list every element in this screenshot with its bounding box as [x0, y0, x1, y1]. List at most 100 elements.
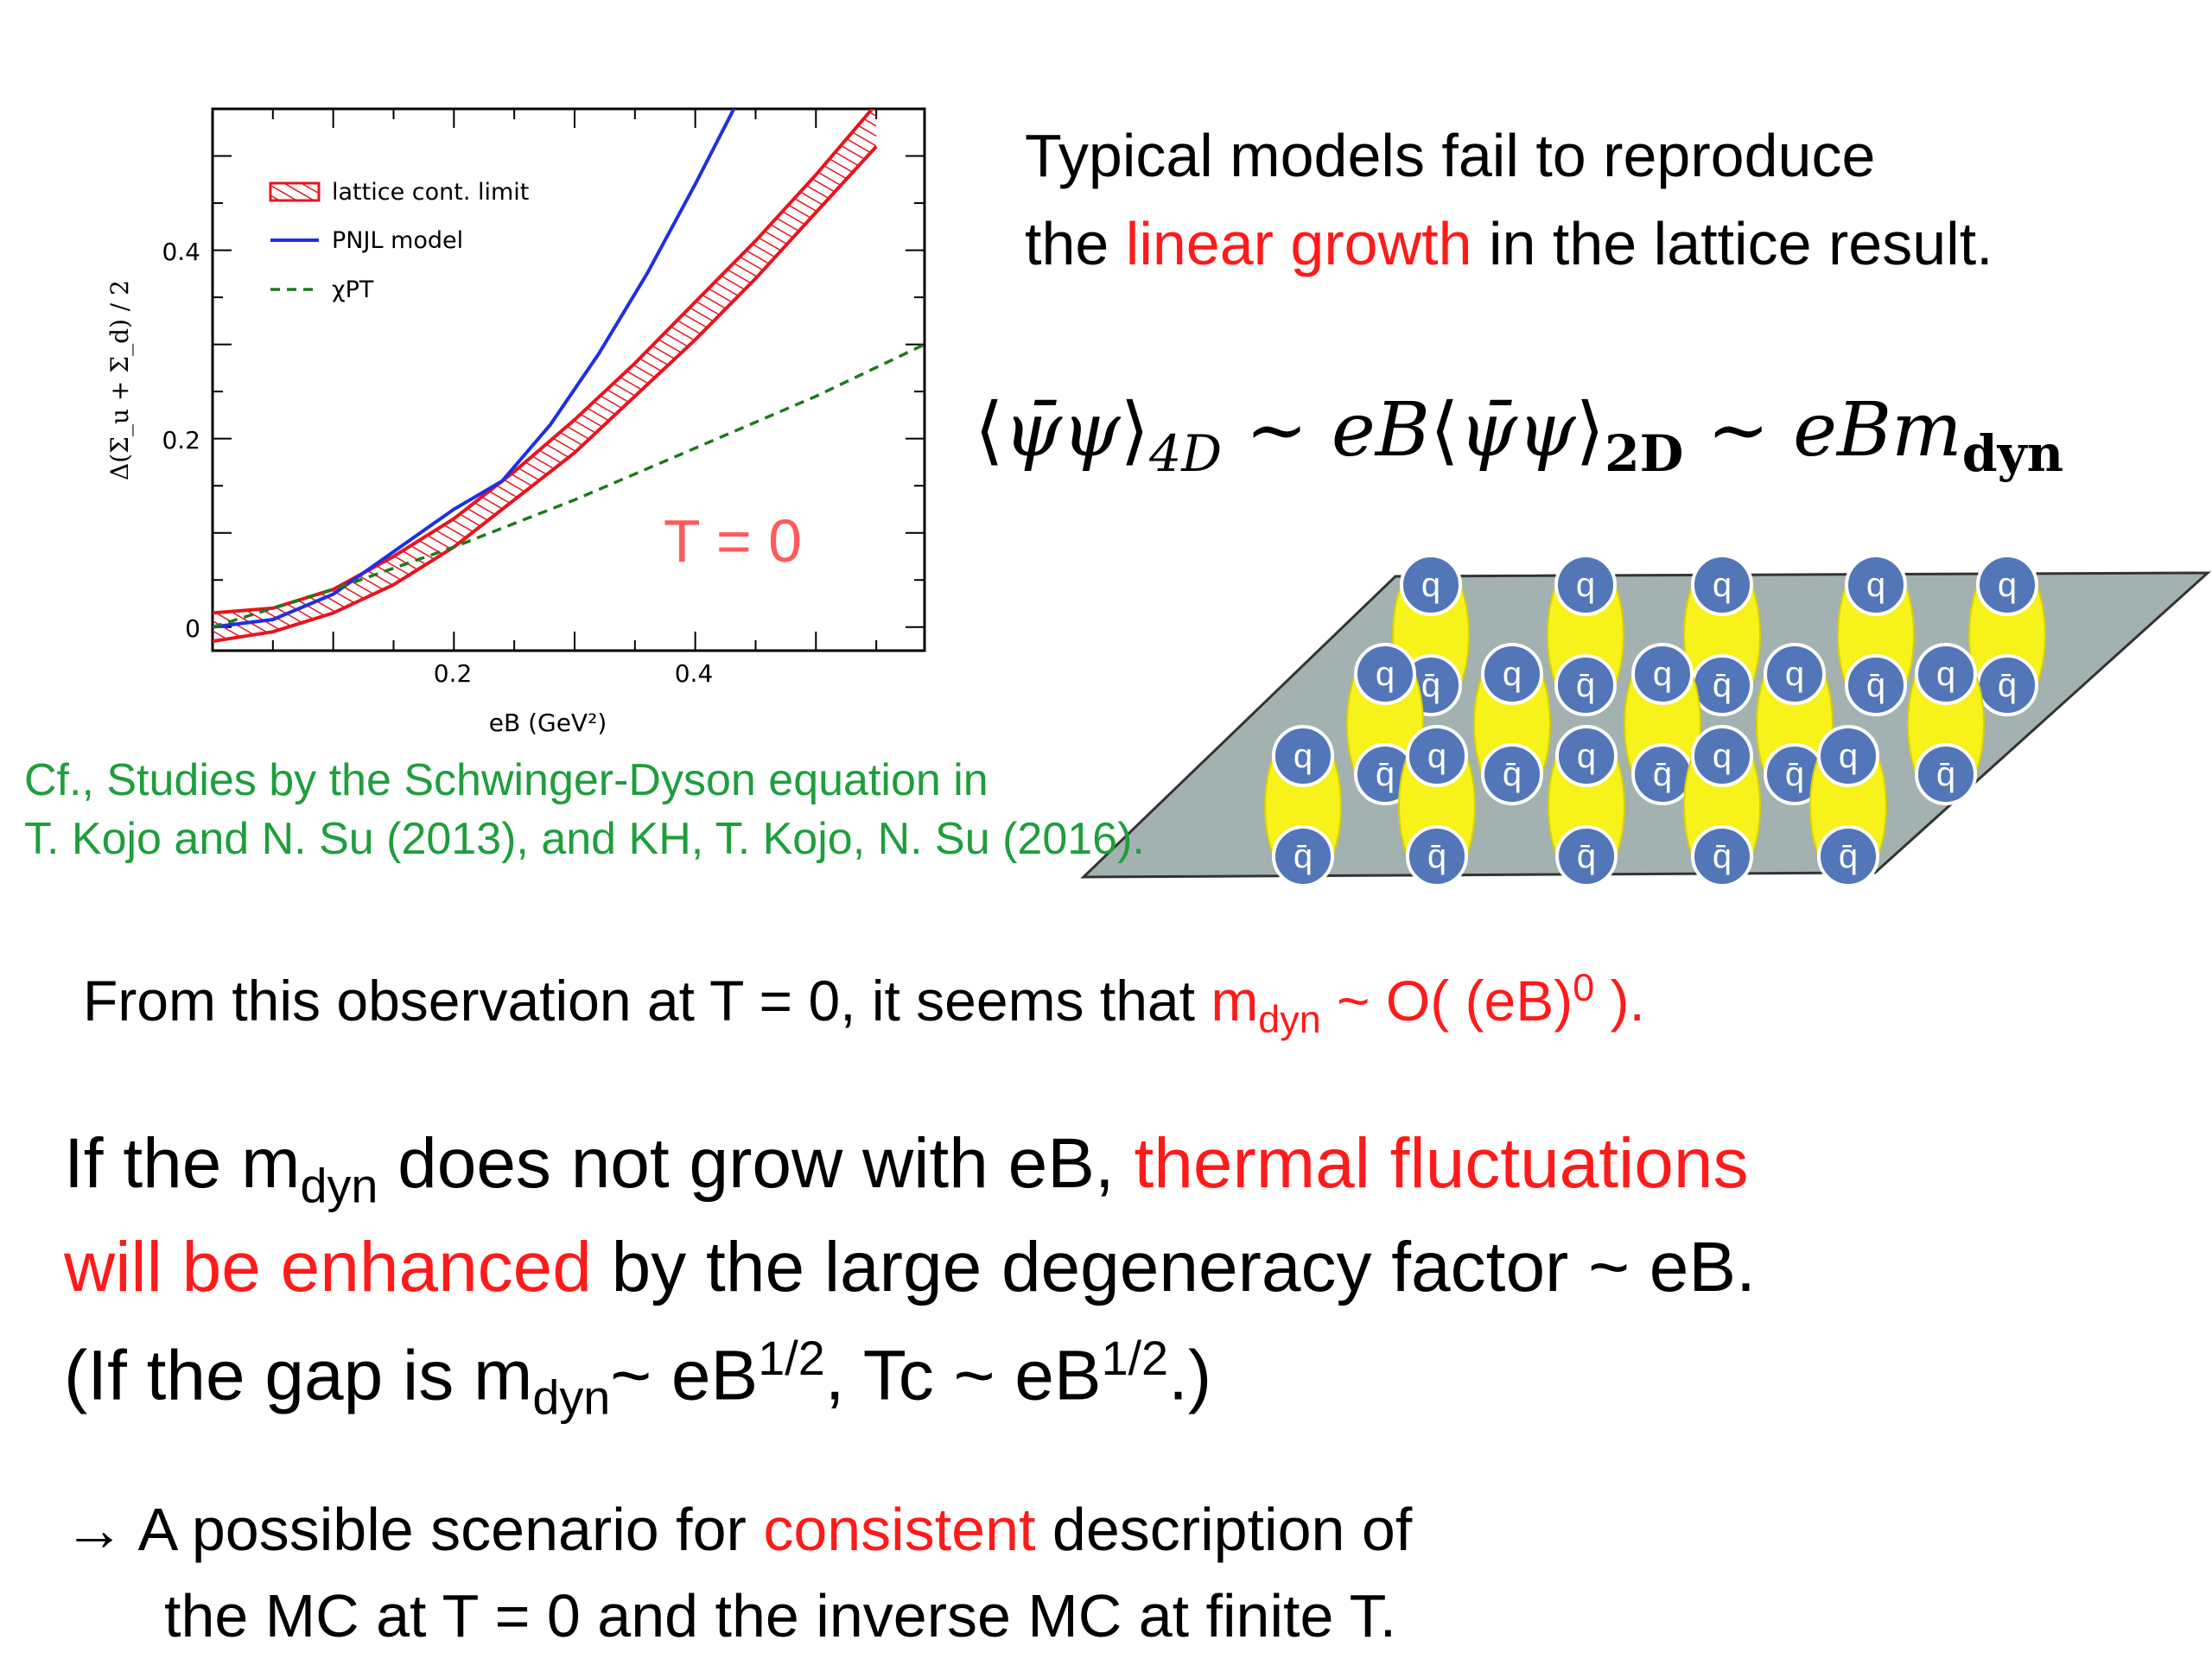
quark-icon-label: q — [1785, 655, 1804, 693]
observation-highlight: mdyn ~ O( (eB)0 ). — [1211, 965, 1645, 1042]
legend-label-lattice: lattice cont. limit — [332, 179, 529, 206]
formula-sub: 4D — [1149, 424, 1223, 484]
gap-sup: 1/2 — [758, 1332, 825, 1385]
antiquark-icon-label: q̄ — [1376, 755, 1395, 793]
quark-icon-circle — [1554, 554, 1617, 616]
antiquark-icon: q̄ — [1272, 825, 1334, 887]
enhancement-line-1: If the mdyn does not grow with eB, therm… — [64, 1123, 1748, 1213]
quark-icon: q — [1406, 725, 1468, 787]
quark-icon: q — [1354, 643, 1416, 705]
scenario-text: the MC at T = 0 and the inverse MC at fi… — [164, 1582, 1397, 1649]
highlight-thermal-fluctuations: thermal fluctuations — [1134, 1124, 1749, 1203]
quark-plane-diagram: qq̄qq̄qq̄qq̄qq̄qq̄qq̄qq̄qq̄qq̄qq̄qq̄qq̄q… — [1080, 554, 2211, 887]
antiquark-icon: q̄ — [1481, 743, 1543, 805]
formula-sub: dyn — [1961, 423, 2064, 484]
quark-icon-circle — [1481, 643, 1543, 705]
intro-text: in the lattice result. — [1471, 210, 1993, 277]
scenario-text: description of — [1035, 1496, 1413, 1563]
scenario-line-1: → A possible scenario for consistent des… — [64, 1495, 1412, 1564]
quark-icon-label: q — [1427, 737, 1446, 775]
intro-line-1: Typical models fail to reproduce — [1025, 121, 1875, 190]
antiquark-icon-circle — [1555, 825, 1618, 887]
formula-eb: eB — [1331, 387, 1430, 474]
antiquark-icon-label: q̄ — [1936, 755, 1955, 793]
quark-icon: q — [1764, 643, 1826, 705]
quark-icon-label: q — [1713, 566, 1732, 604]
quark-icon-circle — [1406, 725, 1468, 787]
citation-text: T. Kojo and N. Su (2013), and KH, T. Koj… — [24, 814, 1145, 864]
quark-icon-circle — [1555, 725, 1618, 787]
quark-icon-circle — [1817, 725, 1879, 787]
quark-icon-label: q — [1503, 655, 1522, 693]
legend-label-chipt: χPT — [332, 276, 374, 303]
quark-icon-circle — [1691, 725, 1753, 787]
quark-icon: q — [1272, 725, 1334, 787]
quark-icon-circle — [1631, 643, 1694, 705]
temperature-annotation: T = 0 — [664, 507, 802, 575]
antiquark-icon-label: q̄ — [1294, 837, 1313, 875]
formula-sim: ~ — [1245, 387, 1308, 474]
formula-mid: eB⟨ψ̄ψ⟩2D — [1331, 387, 1684, 484]
enhancement-text: by the large degeneracy factor ~ eB. — [591, 1228, 1756, 1306]
antiquark-icon: q̄ — [1817, 825, 1879, 887]
quark-icon-circle — [1354, 643, 1416, 705]
tick-marks — [213, 109, 925, 651]
quark-icon-label: q — [1653, 655, 1672, 693]
enhancement-sub: dyn — [300, 1159, 378, 1213]
y-tick-label: 0.4 — [162, 238, 200, 266]
antiquark-icon-label: q̄ — [1839, 837, 1858, 875]
quark-icon-label: q — [1577, 737, 1596, 775]
antiquark-icon-circle — [1481, 743, 1543, 805]
quark-icon-circle — [1400, 554, 1462, 616]
quark-icon-label: q — [1713, 737, 1732, 775]
plot-frame — [211, 107, 926, 652]
antiquark-icon: q̄ — [1691, 654, 1753, 716]
enhancement-line-2: will be enhanced by the large degeneracy… — [64, 1227, 1756, 1308]
quark-icon: q — [1845, 554, 1907, 616]
x-tick-label: 0.2 — [434, 659, 473, 688]
antiquark-icon: q̄ — [1554, 654, 1617, 716]
quark-icon-circle — [1272, 725, 1334, 787]
quark-icon-label: q — [1376, 655, 1395, 693]
antiquark-icon-label: q̄ — [1713, 837, 1732, 875]
observation-line: From this observation at T = 0, it seems… — [83, 965, 1645, 1042]
lattice-chart: 0.2 0.4 0 0.2 0.4 eB (GeV²) Δ(Σ_u + Σ_d)… — [105, 107, 926, 737]
quark-icon: q — [1400, 554, 1462, 616]
quark-icon: q — [1554, 554, 1617, 616]
intro-line-2: the linear growth in the lattice result. — [1025, 209, 1993, 278]
quark-icon-circle — [1976, 554, 2038, 616]
highlight-consistent: consistent — [763, 1496, 1036, 1563]
y-tick-label: 0 — [185, 614, 200, 643]
gap-text: ~ eB — [610, 1336, 759, 1415]
quark-icon: q — [1691, 725, 1753, 787]
gap-line: (If the gap is mdyn~ eB1/2, Tc ~ eB1/2.) — [64, 1331, 1211, 1426]
antiquark-icon-circle — [1406, 825, 1468, 887]
quark-icon-label: q — [1839, 737, 1858, 775]
formula-sim: ~ — [1707, 387, 1770, 474]
quark-icon-label: q — [1294, 737, 1313, 775]
y-tick-label: 0.2 — [162, 426, 200, 454]
intro-text: the — [1025, 210, 1126, 277]
antiquark-icon-label: q̄ — [1998, 666, 2017, 704]
gap-text: .) — [1168, 1336, 1212, 1415]
x-axis-label: eB (GeV²) — [489, 709, 607, 737]
antiquark-icon: q̄ — [1915, 743, 1977, 805]
quark-icon-circle — [1845, 554, 1907, 616]
antiquark-icon-label: q̄ — [1577, 837, 1596, 875]
quark-icon: q — [1481, 643, 1543, 705]
quark-icon-circle — [1915, 643, 1977, 705]
quark-icon: q — [1915, 643, 1977, 705]
gap-sup: 1/2 — [1101, 1332, 1169, 1385]
chart-legend: lattice cont. limit PNJL model χPT — [269, 179, 529, 303]
formula-sub: 2D — [1604, 423, 1684, 484]
antiquark-icon-circle — [1845, 654, 1907, 716]
quark-icon-label: q — [1998, 566, 2017, 604]
legend-swatch-lattice — [269, 181, 321, 202]
y-axis-label: Δ(Σ_u + Σ_d) / 2 — [105, 280, 134, 480]
quark-icon: q — [1691, 554, 1753, 616]
condensate-formula: ⟨ψ̄ψ⟩4D ~ eB⟨ψ̄ψ⟩2D ~ eBmdyn — [975, 387, 2063, 483]
antiquark-icon-label: q̄ — [1576, 666, 1595, 704]
gap-sub: dyn — [532, 1370, 611, 1425]
quark-icon: q — [1976, 554, 2038, 616]
quark-icon-label: q — [1936, 655, 1955, 693]
